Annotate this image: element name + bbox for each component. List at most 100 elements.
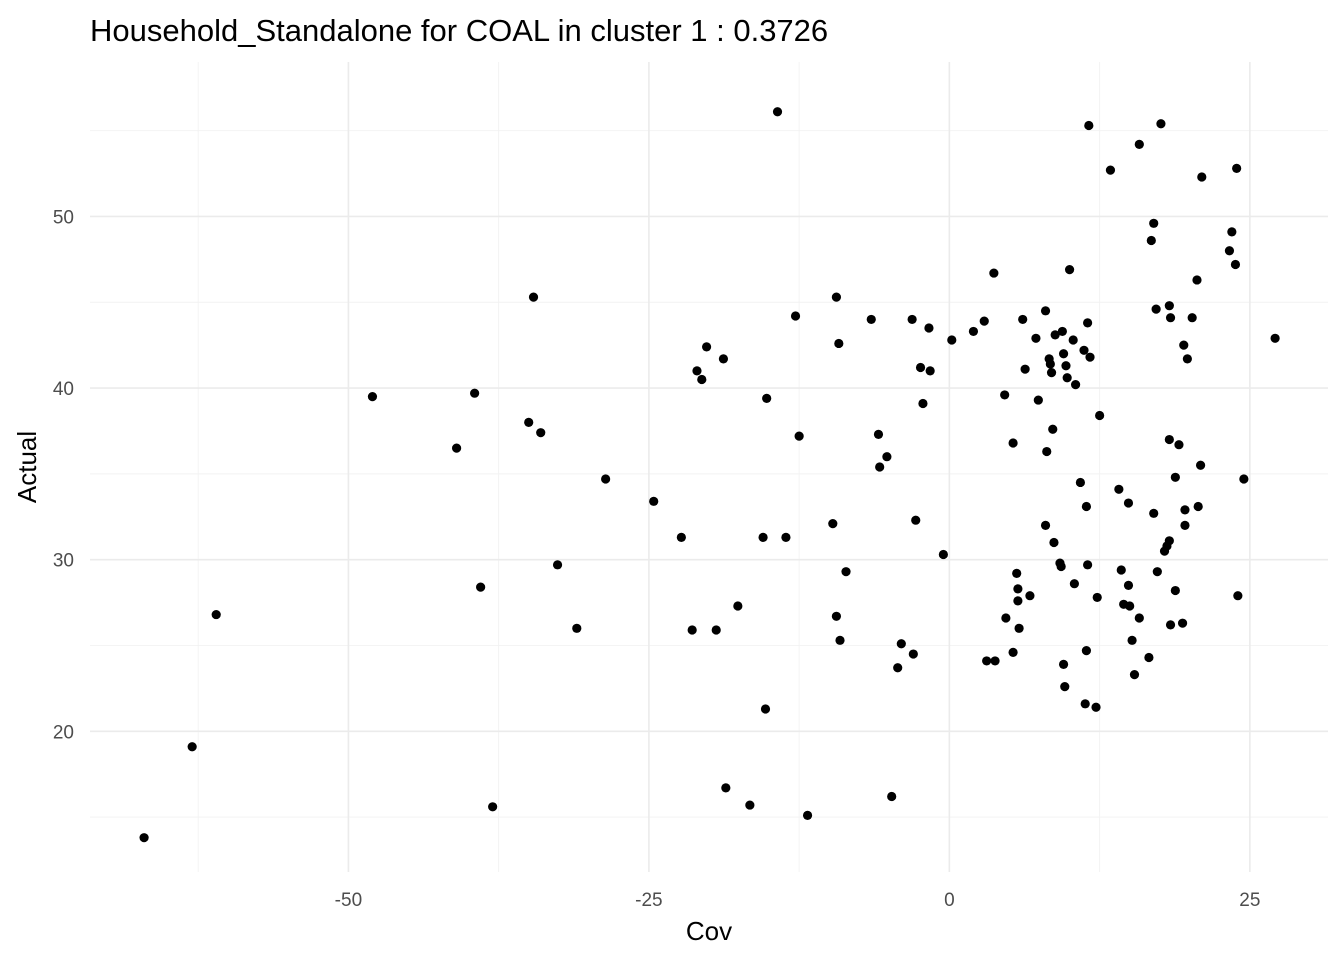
data-point bbox=[938, 549, 948, 560]
data-point bbox=[875, 462, 885, 472]
data-point bbox=[1180, 505, 1190, 515]
data-points bbox=[139, 107, 1280, 843]
data-point bbox=[925, 366, 935, 376]
data-point bbox=[1224, 246, 1235, 256]
data-point bbox=[908, 649, 918, 659]
data-point bbox=[536, 428, 546, 438]
data-point bbox=[470, 388, 480, 398]
data-point bbox=[1123, 498, 1134, 508]
data-point bbox=[1270, 333, 1280, 343]
x-axis-title: Cov bbox=[686, 916, 732, 946]
data-point bbox=[1197, 172, 1207, 182]
data-point bbox=[1116, 565, 1126, 575]
data-point bbox=[866, 314, 876, 325]
data-point bbox=[1151, 304, 1161, 314]
data-point bbox=[1062, 373, 1072, 383]
data-point bbox=[1020, 364, 1030, 374]
data-point bbox=[982, 656, 992, 666]
x-tick-label: 25 bbox=[1239, 890, 1260, 911]
data-point bbox=[1061, 361, 1071, 371]
data-point bbox=[1025, 591, 1035, 601]
data-point bbox=[802, 810, 813, 820]
data-point bbox=[915, 362, 926, 373]
data-point bbox=[1170, 585, 1180, 596]
data-point bbox=[790, 311, 801, 321]
data-point bbox=[1129, 670, 1140, 680]
data-point bbox=[1125, 601, 1135, 611]
data-point bbox=[968, 326, 979, 337]
data-point bbox=[1134, 613, 1144, 623]
data-point bbox=[687, 625, 697, 635]
data-point bbox=[1057, 326, 1067, 337]
data-point bbox=[1156, 119, 1166, 129]
data-point bbox=[1149, 218, 1159, 228]
data-point bbox=[1149, 508, 1159, 518]
data-point bbox=[1001, 613, 1011, 623]
data-point bbox=[711, 625, 721, 635]
data-point bbox=[1046, 368, 1057, 378]
data-point bbox=[676, 532, 686, 542]
data-point bbox=[758, 532, 768, 542]
data-point bbox=[1134, 139, 1144, 149]
data-point bbox=[1164, 434, 1174, 445]
panel-grid bbox=[90, 62, 1328, 872]
data-point bbox=[887, 791, 897, 802]
data-point bbox=[524, 417, 534, 427]
data-point bbox=[1193, 501, 1203, 512]
data-point bbox=[1068, 335, 1078, 345]
data-point bbox=[1192, 275, 1202, 285]
data-point bbox=[139, 833, 149, 843]
data-point bbox=[1040, 520, 1051, 530]
x-tick-label: -25 bbox=[635, 890, 662, 911]
data-point bbox=[772, 107, 783, 117]
data-point bbox=[979, 316, 989, 326]
data-point bbox=[1092, 592, 1102, 603]
data-point bbox=[211, 609, 221, 620]
data-point bbox=[1013, 596, 1023, 606]
data-point bbox=[990, 656, 1000, 666]
data-point bbox=[896, 639, 906, 649]
x-tick-label: -50 bbox=[335, 890, 362, 911]
data-point bbox=[841, 567, 851, 577]
data-point bbox=[1105, 165, 1116, 175]
data-point bbox=[828, 519, 838, 529]
data-point bbox=[721, 783, 731, 793]
data-point bbox=[1182, 354, 1192, 364]
data-point bbox=[1144, 652, 1154, 663]
data-point bbox=[1083, 560, 1093, 570]
data-point bbox=[989, 268, 999, 278]
data-point bbox=[697, 374, 707, 385]
data-point bbox=[924, 323, 934, 333]
y-tick-label: 40 bbox=[53, 379, 74, 400]
data-point bbox=[1058, 349, 1069, 359]
data-point bbox=[1083, 318, 1093, 328]
data-point bbox=[1232, 163, 1242, 173]
data-point bbox=[1018, 314, 1028, 325]
data-point bbox=[572, 623, 582, 633]
x-axis-ticks: -50 -25 0 25 bbox=[335, 890, 1261, 911]
data-point bbox=[649, 496, 659, 506]
data-point bbox=[1164, 301, 1174, 311]
data-point bbox=[187, 742, 197, 752]
data-point bbox=[451, 443, 462, 453]
data-point bbox=[893, 663, 903, 673]
data-point bbox=[1081, 501, 1092, 512]
data-point bbox=[1123, 580, 1134, 591]
data-point bbox=[1127, 635, 1137, 645]
y-tick-label: 30 bbox=[53, 551, 74, 572]
data-point bbox=[882, 452, 892, 462]
chart-title: Household_Standalone for COAL in cluster… bbox=[90, 13, 828, 48]
data-point bbox=[1230, 259, 1241, 270]
data-point bbox=[601, 474, 611, 484]
data-point bbox=[718, 354, 729, 364]
data-point bbox=[762, 393, 772, 403]
x-tick-label: 0 bbox=[944, 890, 955, 911]
data-point bbox=[1008, 438, 1018, 448]
data-point bbox=[831, 611, 842, 621]
data-point bbox=[1058, 659, 1069, 669]
data-point bbox=[1050, 330, 1060, 340]
data-point bbox=[760, 704, 771, 714]
data-point bbox=[1170, 472, 1180, 482]
data-point bbox=[1152, 567, 1162, 577]
data-point bbox=[834, 338, 844, 349]
